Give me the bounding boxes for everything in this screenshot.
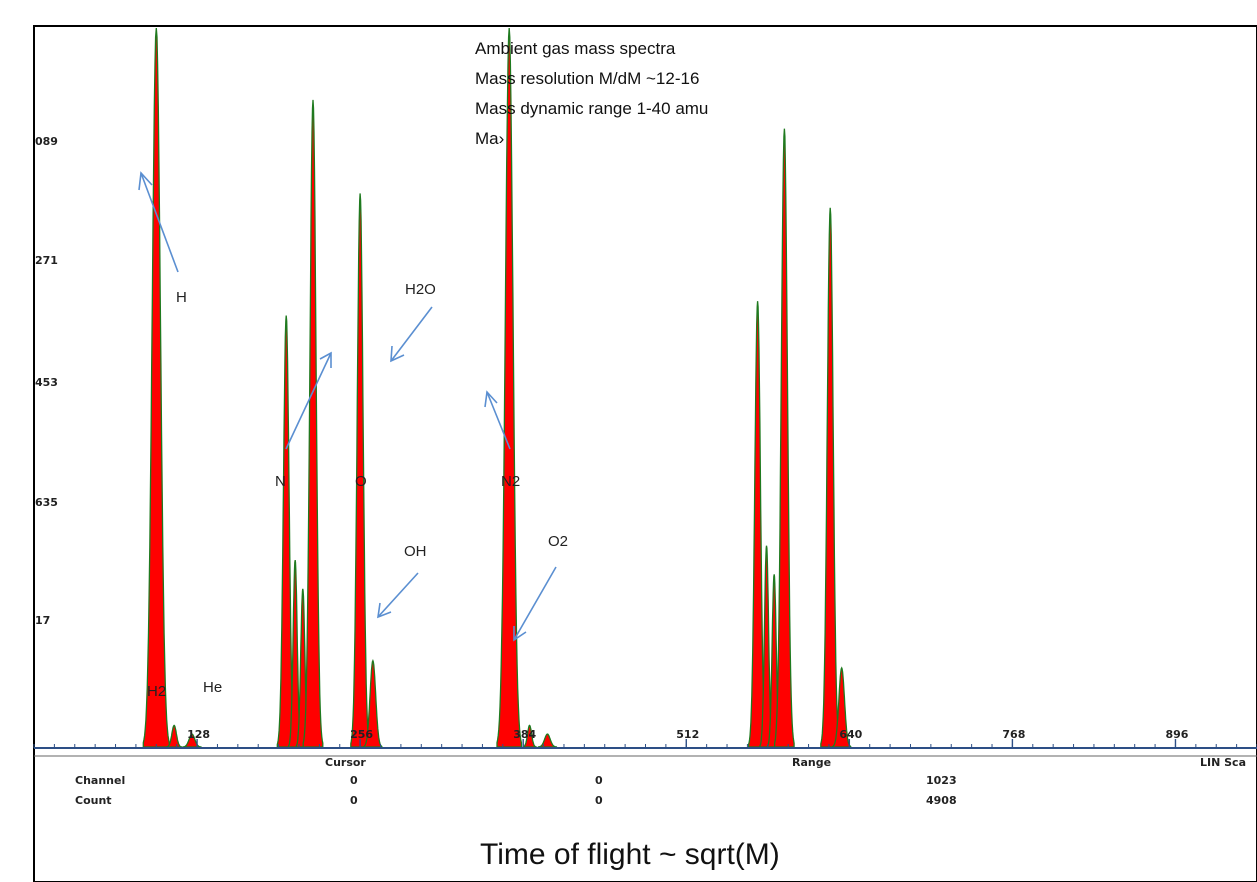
channel-value: 0 bbox=[595, 774, 603, 787]
x-axis-caption: Time of flight ~ sqrt(M) bbox=[480, 838, 780, 871]
spectrum-peak bbox=[537, 733, 558, 748]
arrow-n bbox=[285, 351, 332, 450]
y-tick-label: 635 bbox=[35, 496, 58, 509]
status-bar: Cursor Range LIN Sca Channel 0 0 1023 Co… bbox=[34, 755, 1257, 807]
y-tick-label: 17 bbox=[35, 614, 50, 627]
arrow-o2 bbox=[513, 566, 557, 642]
label-h: H bbox=[176, 289, 187, 306]
count-value: 0 bbox=[350, 794, 358, 807]
label-n: N bbox=[275, 473, 286, 490]
x-tick-label: 128 bbox=[187, 728, 210, 741]
cursor-label: Cursor bbox=[325, 756, 366, 769]
spectrum-peak bbox=[820, 207, 841, 748]
channel-label: Channel bbox=[75, 774, 125, 787]
label-oh: OH bbox=[404, 543, 427, 560]
spectrum-peak bbox=[363, 658, 383, 748]
count-value: 4908 bbox=[926, 794, 957, 807]
x-tick-label: 640 bbox=[839, 728, 862, 741]
x-tick-label: 896 bbox=[1165, 728, 1188, 741]
spectrum-peak bbox=[350, 193, 371, 748]
spectrum-peak bbox=[302, 99, 324, 748]
label-o: O bbox=[355, 473, 367, 490]
peaks-layer bbox=[142, 27, 852, 748]
y-axis-labels: 089 271 453 635 17 bbox=[35, 135, 58, 627]
note-line: Ma› bbox=[475, 129, 504, 148]
count-value: 0 bbox=[595, 794, 603, 807]
y-tick-label: 089 bbox=[35, 135, 58, 148]
label-he: He bbox=[203, 679, 222, 696]
channel-value: 0 bbox=[350, 774, 358, 787]
notes-block: Ambient gas mass spectra Mass resolution… bbox=[475, 39, 708, 148]
spectrum-peak bbox=[166, 724, 183, 748]
label-n2: N2 bbox=[501, 473, 520, 490]
note-line: Ambient gas mass spectra bbox=[475, 39, 676, 58]
label-o2: O2 bbox=[548, 533, 568, 550]
label-h2: H2 bbox=[147, 683, 166, 700]
range-label: Range bbox=[792, 756, 831, 769]
x-tick-label: 384 bbox=[513, 728, 536, 741]
arrow-h2o bbox=[390, 306, 433, 363]
arrow-n2 bbox=[484, 390, 511, 450]
y-tick-label: 271 bbox=[35, 254, 58, 267]
spectrum-peak bbox=[142, 27, 170, 748]
spectrum-peak bbox=[522, 724, 537, 748]
annotation-arrows bbox=[138, 171, 557, 642]
x-tick-label: 256 bbox=[350, 728, 373, 741]
spectrum-plot: 128 256 384 512 640 768 896 bbox=[33, 27, 1257, 749]
spectrum-peak bbox=[496, 27, 523, 748]
peak-labels: H H2 He N O H2O OH N2 O2 bbox=[147, 281, 568, 700]
scale-label: LIN Sca bbox=[1200, 756, 1246, 769]
x-axis-minor-ticks bbox=[33, 744, 1257, 748]
figure-border bbox=[33, 25, 1257, 882]
label-h2o: H2O bbox=[405, 281, 436, 298]
count-label: Count bbox=[75, 794, 112, 807]
x-axis-major-ticks: 128 256 384 512 640 768 896 bbox=[187, 728, 1189, 748]
note-line: Mass resolution M/dM ~12-16 bbox=[475, 69, 699, 88]
x-tick-label: 768 bbox=[1002, 728, 1025, 741]
x-tick-label: 512 bbox=[676, 728, 699, 741]
spectrum-peak bbox=[773, 128, 795, 748]
arrow-h bbox=[138, 171, 179, 273]
spectrum-peak bbox=[832, 666, 852, 748]
note-line: Mass dynamic range 1-40 amu bbox=[475, 99, 708, 118]
arrow-oh bbox=[377, 572, 419, 619]
channel-value: 1023 bbox=[926, 774, 957, 787]
y-tick-label: 453 bbox=[35, 376, 58, 389]
